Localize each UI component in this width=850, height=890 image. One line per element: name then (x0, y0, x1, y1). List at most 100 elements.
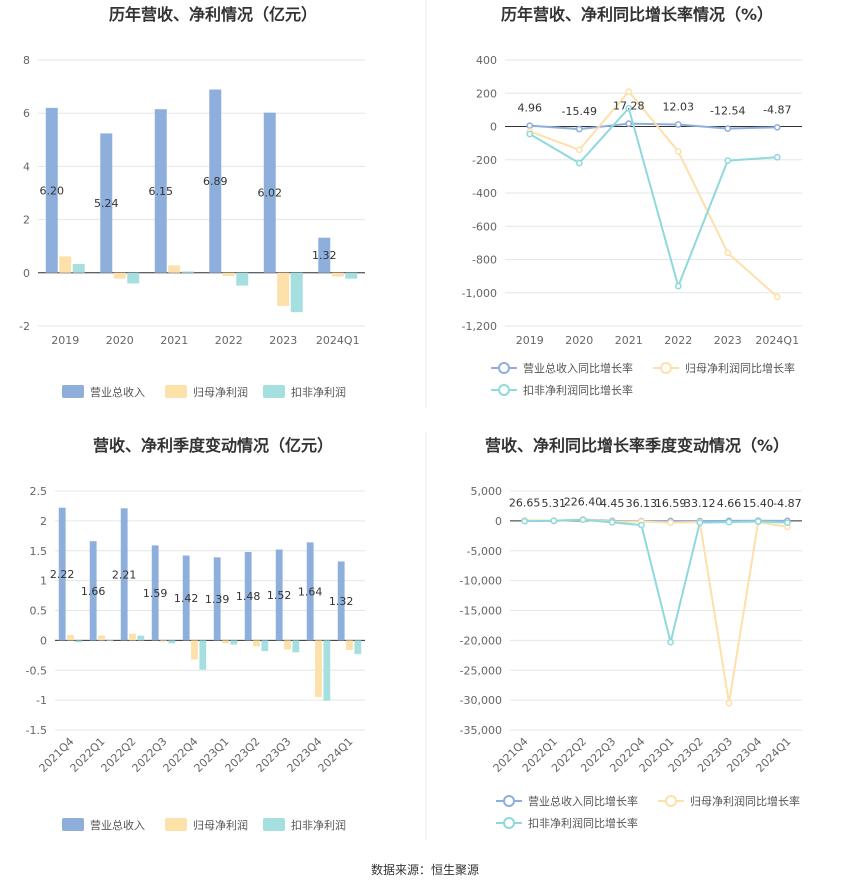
y-tick-label: 2 (23, 214, 30, 227)
bar-data-label: 6.20 (40, 184, 65, 197)
legend-label: 营业总收入同比增长率 (528, 794, 638, 808)
series-point (725, 699, 733, 707)
series-point (575, 159, 583, 167)
bar-non-net-profit (72, 264, 85, 273)
series-point (784, 519, 791, 527)
bar-net-profit (129, 633, 136, 641)
bar-net-profit (277, 272, 290, 307)
legend-label: 扣非净利润 (291, 385, 346, 399)
legend-swatch (62, 818, 84, 831)
bar-data-label: 5.24 (94, 197, 119, 210)
bar-revenue (120, 508, 128, 641)
bar-revenue (213, 557, 221, 641)
y-tick-label: 4 (23, 160, 30, 173)
bar-data-label: 1.64 (298, 585, 323, 598)
y-tick-label: 200 (476, 87, 497, 100)
line-data-label: 36.13 (626, 497, 658, 510)
bar-net-profit (222, 272, 235, 276)
y-tick-label: 0 (40, 634, 47, 647)
y-tick-label: -10,000 (460, 575, 502, 588)
series-point (625, 88, 633, 95)
bar-data-label: 2.21 (112, 568, 137, 581)
legend-label: 归母净利润 (193, 818, 248, 832)
y-tick-label: 0 (490, 121, 497, 134)
series-line-revenue-growth (529, 122, 778, 131)
series-point (575, 146, 583, 154)
line-data-label: 15.40 (742, 497, 774, 510)
bar-net-profit (113, 272, 126, 279)
series-point (526, 130, 534, 138)
legend-marker (503, 817, 515, 829)
y-tick-label: 0 (23, 267, 30, 280)
series-point (667, 638, 674, 646)
x-tick-label: 2024Q1 (316, 334, 360, 347)
legend-label: 归母净利润同比增长率 (690, 794, 800, 808)
series-point (724, 249, 732, 257)
x-tick-label: 2022 (215, 334, 243, 347)
bar-non-net-profit (236, 272, 249, 286)
bar-data-label: 1.32 (312, 249, 337, 262)
legend-swatch (263, 385, 285, 398)
line-data-label: 4.45 (600, 497, 625, 510)
series-point (674, 121, 682, 128)
y-tick-label: -200 (472, 154, 497, 167)
legend-swatch (165, 818, 187, 831)
series-point (575, 125, 583, 133)
line-data-label: 4.96 (518, 102, 543, 115)
series-point (754, 518, 762, 525)
line-data-label: 4.66 (717, 497, 742, 510)
line-data-label: 17.28 (613, 100, 645, 113)
bar-net-profit (168, 265, 181, 273)
y-tick-label: -30,000 (460, 694, 502, 707)
bar-non-net-profit (137, 635, 145, 641)
line-data-label: 226.40 (564, 496, 603, 509)
x-tick-label: 2019 (51, 334, 79, 347)
bar-revenue (58, 507, 66, 641)
bar-revenue (318, 237, 331, 273)
series-line-non-net-profit-growth (524, 518, 788, 643)
bar-non-net-profit (181, 271, 194, 273)
line-data-label: 5.31 (542, 497, 567, 510)
bar-data-label: 1.59 (143, 587, 168, 600)
y-tick-label: 2 (40, 515, 47, 528)
bar-net-profit (98, 635, 105, 641)
series-point (625, 120, 633, 127)
legend-label: 归母净利润同比增长率 (685, 361, 795, 375)
series-point (521, 517, 528, 525)
x-tick-label: 2019 (516, 334, 544, 347)
x-tick-label: 2022 (664, 334, 692, 347)
y-tick-label: -2 (19, 320, 30, 333)
bar-net-profit (315, 640, 322, 698)
legend-swatch (62, 385, 84, 398)
bar-revenue (100, 133, 113, 273)
y-tick-label: -1,000 (462, 287, 497, 300)
bar-net-profit (160, 640, 167, 642)
bar-data-label: 2.22 (50, 568, 75, 581)
bar-net-profit (222, 640, 229, 644)
bar-non-net-profit (106, 639, 114, 641)
line-data-label: -12.54 (710, 105, 745, 118)
y-tick-label: -0.5 (26, 664, 47, 677)
x-tick-label: 2020 (565, 334, 593, 347)
legend-label: 营业总收入同比增长率 (523, 361, 633, 375)
chart-title: 营收、净利季度变动情况（亿元） (93, 436, 333, 455)
bar-revenue (151, 545, 159, 641)
series-point (773, 123, 781, 131)
bar-non-net-profit (75, 640, 83, 643)
y-tick-label: -20,000 (460, 634, 502, 647)
bar-data-label: 6.02 (258, 187, 283, 200)
bar-revenue (337, 561, 345, 641)
bar-data-label: 1.32 (329, 595, 354, 608)
series-point (725, 518, 733, 526)
series-point (550, 517, 558, 525)
legend-label: 营业总收入 (90, 385, 145, 399)
line-data-label: 26.65 (509, 497, 541, 510)
y-tick-label: 1 (40, 575, 47, 588)
legend-marker (665, 795, 677, 807)
y-tick-label: -35,000 (460, 724, 502, 737)
x-tick-label: 2021 (615, 334, 643, 347)
bar-non-net-profit (292, 640, 300, 653)
bar-data-label: 1.39 (205, 593, 230, 606)
y-tick-label: -1 (36, 694, 47, 707)
line-data-label: -15.49 (562, 105, 597, 118)
